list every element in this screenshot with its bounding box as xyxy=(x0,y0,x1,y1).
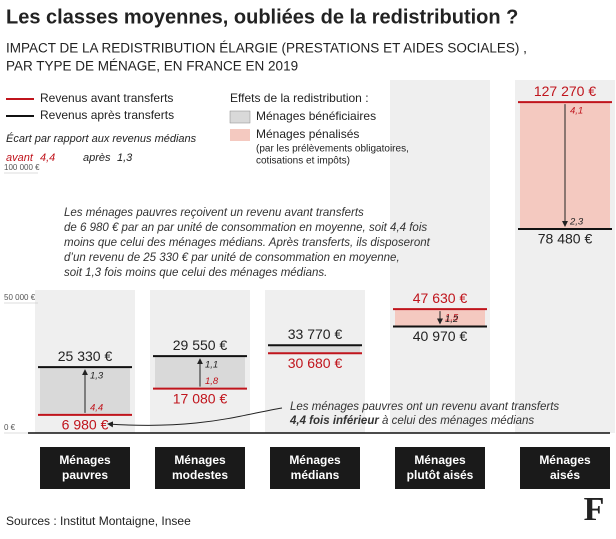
x-tick-label: Ménages xyxy=(174,453,226,467)
y-tick-label: 0 € xyxy=(4,423,16,432)
legend-swatch xyxy=(229,110,251,124)
ratio-label: 4,4 xyxy=(90,402,103,413)
annotation-bg xyxy=(55,200,385,290)
subtitle: IMPACT DE LA REDISTRIBUTION ÉLARGIE (PRE… xyxy=(6,41,527,56)
legend-label: Ménages pénalisés xyxy=(256,127,359,141)
y-tick-label: 50 000 € xyxy=(4,293,36,302)
value-label: 47 630 € xyxy=(413,290,468,306)
legend-label: Ménages bénéficiaires xyxy=(256,109,376,123)
ratio-label: 2,3 xyxy=(569,216,584,227)
annotation-rest: à celui des ménages médians xyxy=(379,415,535,427)
legend-note: cotisations et impôts) xyxy=(256,156,350,167)
x-tick-label: modestes xyxy=(172,468,228,482)
legend-label: Revenus après transferts xyxy=(40,108,174,122)
ratio-label: 1,2 xyxy=(445,314,459,325)
legend-swatch xyxy=(230,129,250,141)
value-label: 29 550 € xyxy=(173,337,228,353)
annotation: d’un revenu de 25 330 € par unité de con… xyxy=(64,252,400,264)
ratio-legend: après xyxy=(83,152,111,164)
x-tick-label: aisés xyxy=(550,468,580,482)
redistribution-box xyxy=(270,345,360,354)
category-box xyxy=(155,447,245,489)
category-box xyxy=(270,447,360,489)
legend-note: (par les prélèvements obligatoires, xyxy=(256,144,409,155)
ratio-label: 1,8 xyxy=(205,376,219,387)
annotation: 4,4 fois inférieur à celui des ménages m… xyxy=(289,415,534,427)
effects-title: Effets de la redistribution : xyxy=(230,91,369,105)
chart-title: Les classes moyennes, oubliées de la red… xyxy=(6,6,518,28)
ratio-legend: 4,4 xyxy=(40,152,55,164)
ratio-legend: 1,3 xyxy=(117,152,133,164)
category-box xyxy=(520,447,610,489)
x-tick-label: Ménages xyxy=(414,453,466,467)
value-label: 127 270 € xyxy=(534,83,596,99)
value-label: 40 970 € xyxy=(413,328,468,344)
annotation: moins que celui des ménages médians. Apr… xyxy=(64,237,431,249)
category-box xyxy=(40,447,130,489)
annotation: Les ménages pauvres reçoivent un revenu … xyxy=(64,207,364,219)
column-bg xyxy=(265,290,365,433)
x-tick-label: Ménages xyxy=(289,453,341,467)
column-bg xyxy=(390,80,490,433)
source: Sources : Institut Montaigne, Insee xyxy=(6,514,191,528)
annotation: soit 1,3 fois moins que celui des ménage… xyxy=(64,267,327,279)
ratio-label: 4,1 xyxy=(570,106,583,117)
ratio-label: 1,5 xyxy=(445,313,459,324)
value-label: 78 480 € xyxy=(538,231,593,247)
ratio-title: Écart par rapport aux revenus médians xyxy=(6,132,197,145)
annotation-bold: 4,4 fois inférieur xyxy=(289,415,379,427)
subtitle: PAR TYPE DE MÉNAGE, EN FRANCE EN 2019 xyxy=(6,59,298,74)
x-tick-label: pauvres xyxy=(62,468,108,482)
value-label: 30 680 € xyxy=(288,355,343,371)
logo: F xyxy=(584,491,605,528)
value-label: 25 330 € xyxy=(58,348,113,364)
y-tick-label: 100 000 € xyxy=(4,163,40,172)
value-label: 33 770 € xyxy=(288,326,343,342)
legend-label: Revenus avant transferts xyxy=(40,91,173,105)
x-tick-label: Ménages xyxy=(539,453,591,467)
x-tick-label: médians xyxy=(291,468,340,482)
value-label: 6 980 € xyxy=(62,417,109,433)
category-box xyxy=(395,447,485,489)
ratio-legend: avant xyxy=(6,152,34,164)
x-tick-label: plutôt aisés xyxy=(407,468,474,482)
value-label: 17 080 € xyxy=(173,390,228,406)
annotation: de 6 980 € par an par unité de consommat… xyxy=(64,222,427,234)
annotation-arrow xyxy=(107,407,283,428)
annotation: Les ménages pauvres ont un revenu avant … xyxy=(290,401,559,413)
x-tick-label: Ménages xyxy=(59,453,111,467)
ratio-label: 1,1 xyxy=(205,360,218,371)
ratio-label: 1,3 xyxy=(90,371,104,382)
